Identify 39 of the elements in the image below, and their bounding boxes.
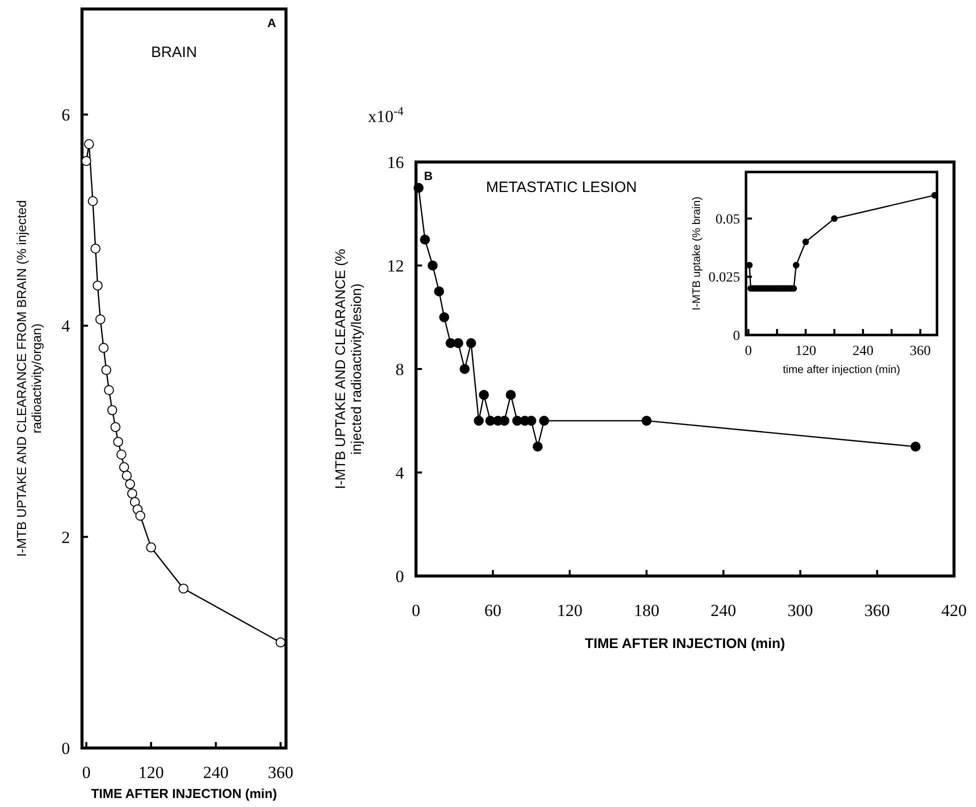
y-tick-label: 0.025 xyxy=(708,270,740,286)
x-axis-title: time after injection (min) xyxy=(782,364,900,376)
x-axis-title: TIME AFTER INJECTION (min) xyxy=(584,635,786,651)
y-tick-label: 0.05 xyxy=(716,212,740,228)
x-tick-label: 60 xyxy=(484,601,502,620)
y-tick-label: 2 xyxy=(62,528,70,547)
y-tick-label: 0 xyxy=(396,566,404,586)
annotation: A xyxy=(267,16,276,30)
x-axis-title: TIME AFTER INJECTION (min) xyxy=(91,786,277,801)
x-tick-label: 0 xyxy=(412,601,420,620)
x-tick-label: 240 xyxy=(203,763,229,782)
x-tick-label: 120 xyxy=(556,601,582,620)
annotation: B xyxy=(424,169,433,183)
x-tick-label: 240 xyxy=(710,601,736,620)
y-tick-label: 6 xyxy=(62,106,70,125)
x-tick-label: 360 xyxy=(268,763,294,782)
y-tick-label: 8 xyxy=(396,360,404,379)
x-tick-label: 420 xyxy=(941,601,967,620)
y-tick-label: 0 xyxy=(733,328,740,344)
y-tick-label: 0 xyxy=(62,738,70,758)
x-tick-label: 0 xyxy=(744,344,752,359)
y-tick-label: 4 xyxy=(396,463,404,482)
y-axis-title: I-MTB UPTAKE AND CLEARANCE FROM BRAIN (% injected radioactivity/organ) xyxy=(14,200,44,557)
x-tick-label: 240 xyxy=(852,344,874,359)
x-tick-label: 120 xyxy=(138,763,164,782)
y-tick-label: 4 xyxy=(62,316,70,336)
x-tick-label: 180 xyxy=(634,601,660,620)
x-tick-label: 300 xyxy=(788,601,814,620)
y-axis-title: I-MTB uptake (% brain) xyxy=(691,196,703,310)
x-tick-label: 360 xyxy=(864,601,890,620)
y-tick-label: 16 xyxy=(387,152,404,172)
x-tick-label: 120 xyxy=(795,344,816,359)
text: BRAIN xyxy=(151,44,197,61)
text: x10$^{-4}$ xyxy=(368,104,404,126)
text: METASTATIC LESION xyxy=(486,179,637,196)
y-tick-label: 12 xyxy=(387,256,404,276)
y-axis-title: I-MTB UPTAKE AND CLEARANCE (% injected radioactivity/lesion) xyxy=(332,248,364,490)
x-tick-label: 360 xyxy=(910,344,931,359)
x-tick-label: 0 xyxy=(82,763,91,782)
